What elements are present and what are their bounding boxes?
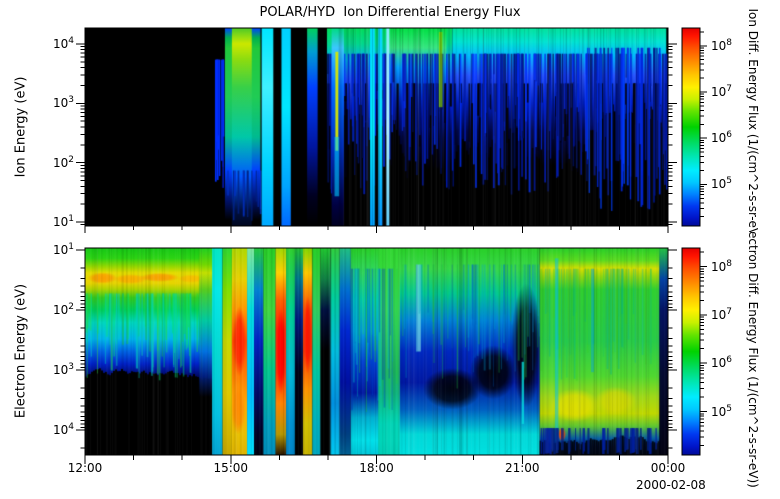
y-tick-label: 104 (52, 36, 74, 51)
x-tick-label: 18:00 (359, 461, 394, 475)
ion-colorbar-label: Ion Diff. Energy Flux (1/(cm^2-s-sr-eV)) (746, 8, 760, 233)
colorbar-tick-label: 106 (711, 355, 733, 371)
electron-y-axis-label: Electron Energy (eV) (13, 283, 29, 419)
ion-y-axis-label: Ion Energy (eV) (13, 76, 29, 178)
x-tick-label: 12:00 (67, 461, 103, 475)
colorbar-tick-label: 108 (711, 37, 733, 53)
y-tick-label: 102 (52, 154, 74, 170)
x-tick-label: 21:00 (504, 461, 540, 475)
colorbar-tick-label: 107 (711, 84, 733, 100)
y-tick-label: 103 (52, 362, 74, 377)
ion-spectrogram (85, 28, 668, 226)
x-tick-label: 15:00 (213, 461, 249, 475)
colorbar-tick-label: 106 (711, 130, 733, 146)
electron-colorbar (682, 248, 700, 455)
colorbar-tick-label: 105 (711, 403, 733, 419)
ion-colorbar-label-clip: Ion Diff. Energy Flux (1/(cm^2-s-sr-eV)) (740, 0, 780, 233)
figure-title: POLAR/HYD Ion Differential Energy Flux (259, 5, 521, 20)
x-tick-label: 00:00 (650, 461, 686, 475)
colorbar-tick-label: 107 (711, 306, 733, 322)
y-tick-label: 101 (52, 214, 74, 229)
electron-spectrogram (85, 248, 668, 455)
date-label: 2000-02-08 (636, 478, 706, 492)
electron-colorbar-label: Electron Diff. Energy Flux (1/(cm^2-s-sr… (746, 232, 760, 488)
ion-colorbar (682, 28, 700, 226)
y-tick-label: 103 (52, 95, 74, 111)
colorbar-tick-label: 108 (711, 258, 733, 274)
electron-colorbar-label-clip: Electron Diff. Energy Flux (1/(cm^2-s-sr… (740, 232, 780, 499)
y-tick-label: 104 (52, 422, 74, 437)
y-tick-label: 101 (52, 242, 74, 257)
colorbar-tick-label: 105 (711, 176, 733, 192)
y-tick-label: 102 (52, 302, 74, 317)
